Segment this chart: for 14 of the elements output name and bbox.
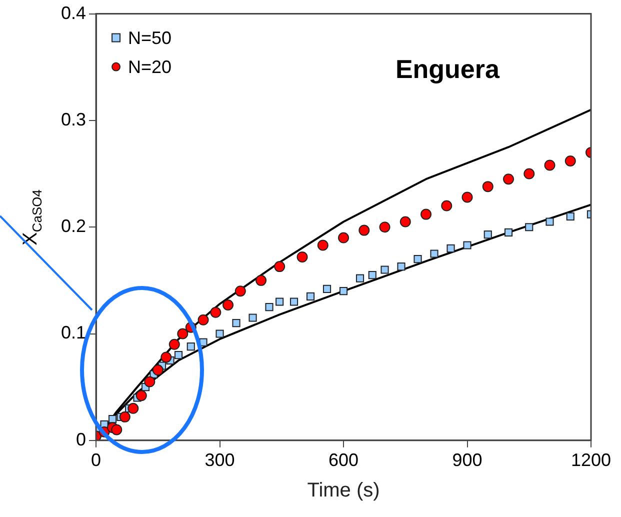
y-tick-label: 0.1 bbox=[60, 322, 86, 343]
y-tick-label: 0.3 bbox=[60, 109, 86, 130]
x-tick-label: 1200 bbox=[570, 450, 612, 470]
legend-label: N=20 bbox=[128, 56, 172, 77]
x-tick-label: 0 bbox=[91, 450, 102, 470]
annotation: Enguera bbox=[395, 54, 500, 84]
y-tick-label: 0.2 bbox=[60, 216, 86, 236]
y-tick-label: 0.4 bbox=[60, 2, 86, 23]
x-tick-label: 300 bbox=[204, 450, 235, 470]
legend-label: N=50 bbox=[128, 28, 172, 48]
x-tick-label: 600 bbox=[328, 450, 359, 470]
x-axis-title: Time (s) bbox=[307, 480, 380, 502]
x-tick-label: 900 bbox=[452, 450, 482, 470]
y-tick-label: 0 bbox=[76, 429, 86, 450]
